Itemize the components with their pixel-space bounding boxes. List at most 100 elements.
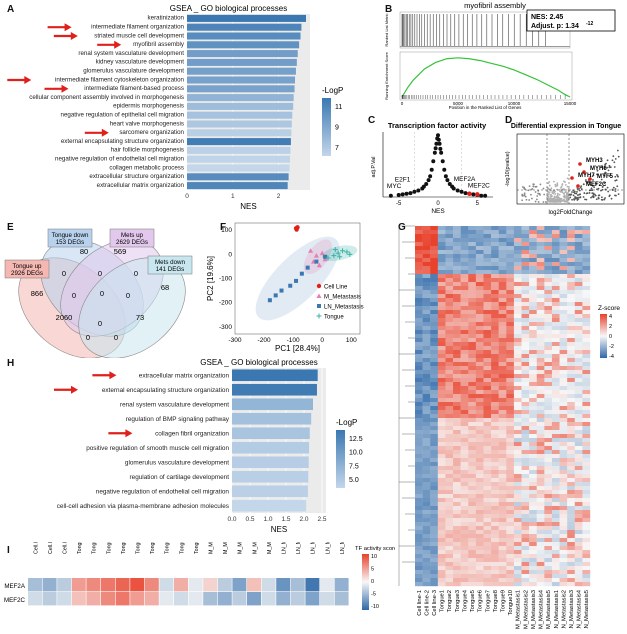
x-axis-title: PC1 [28.4%] [275,344,320,353]
heatmap-cell [567,582,575,587]
heatmap-cell [544,238,553,243]
bar-6 [187,67,296,75]
highlight-arrow-head [70,32,78,40]
highlight-arrow-head [24,76,32,84]
heatmap-cell [453,382,461,387]
heatmap-cell [422,242,431,247]
heatmap-cell [437,574,446,579]
heatmap-cell [551,506,560,511]
heatmap-cell [559,282,568,287]
category-label: epidermis morphogenesis [113,103,184,110]
heatmap-cell [521,570,530,575]
x-tick-label: 0 [185,193,189,200]
heatmap-cell [513,438,522,443]
heatmap-cell [468,242,477,247]
heatmap-cell [506,454,515,459]
heatmap-cell [498,358,507,363]
heatmap-cell [422,402,431,407]
heatmap-cell [453,238,461,243]
heatmap-cell [468,434,477,439]
heatmap-cell [188,578,203,592]
heatmap-cell [559,234,568,239]
heatmap-cell [567,578,575,583]
heatmap-cell [491,246,499,251]
heatmap-cell [475,494,484,499]
heatmap-cell [544,538,553,543]
de-point [554,193,557,195]
heatmap-cell [437,438,446,443]
heatmap-cell [544,378,553,383]
tf-point [471,192,476,197]
heatmap-cell [536,414,545,419]
heatmap-cell [529,378,537,383]
heatmap-cell [574,342,583,347]
column-label: Tongue7 [485,590,491,612]
heatmap-cell [551,390,560,395]
heatmap-cell [521,522,530,527]
heatmap-cell [498,386,507,391]
heatmap-cell [582,358,591,363]
heatmap-cell [460,342,469,347]
heatmap-cell [513,434,522,439]
heatmap-cell [460,414,469,419]
heatmap-cell [567,370,575,375]
heatmap-cell [544,306,553,311]
heatmap-cell [261,592,276,606]
heatmap-cell [437,462,446,467]
heatmap-cell [437,482,446,487]
heatmap-cell [559,466,568,471]
bar-14 [187,138,291,146]
heatmap-cell [513,314,522,319]
heatmap-cell [559,514,568,519]
heatmap-cell [574,574,583,579]
heatmap-cell [437,486,446,491]
tf-annotation: E2F1 [395,176,411,183]
heatmap-cell [453,338,461,343]
de-point [595,183,598,185]
heatmap-cell [445,474,454,479]
heatmap-cell [574,274,583,279]
heatmap-cell [101,592,115,606]
heatmap-cell [574,370,583,375]
heatmap-cell [551,458,560,463]
heatmap-cell [430,466,439,471]
heatmap-cell [460,418,469,423]
heatmap-cell [437,410,446,415]
heatmap-cell [422,374,431,379]
heatmap-cell [544,334,553,339]
heatmap-cell [498,526,507,531]
heatmap-cell [513,482,522,487]
heatmap-cell [460,238,469,243]
heatmap-cell [475,498,484,503]
heatmap-cell [483,418,492,423]
panel-d-chart: Differential expression in TongueMYH3MYH… [505,123,625,216]
heatmap-cell [57,592,72,606]
heatmap-cell [468,486,477,491]
heatmap-cell [521,278,530,283]
category-label: cell-cell adhesion via plasma-membrane a… [57,503,229,510]
heatmap-cell [521,450,530,455]
heatmap-cell [445,382,454,387]
heatmap-cell [567,278,575,283]
heatmap-cell [544,266,553,271]
de-point [580,185,583,187]
heatmap-cell [529,354,537,359]
heatmap-cell [536,334,545,339]
heatmap-cell [506,582,515,587]
heatmap-cell [483,314,492,319]
heatmap-cell [475,470,484,475]
heatmap-cell [437,402,446,407]
heatmap-cell [559,534,568,539]
gene-label: MYH6 [590,166,607,172]
heatmap-cell [415,274,423,279]
heatmap-cell [491,566,499,571]
heatmap-cell [483,342,492,347]
de-point [616,175,619,177]
heatmap-cell [491,310,499,315]
heatmap-cell [415,398,423,403]
heatmap-cell [445,550,454,555]
de-point [574,196,576,198]
heatmap-cell [71,592,86,606]
de-point [532,183,535,186]
heatmap-cell [460,226,469,231]
